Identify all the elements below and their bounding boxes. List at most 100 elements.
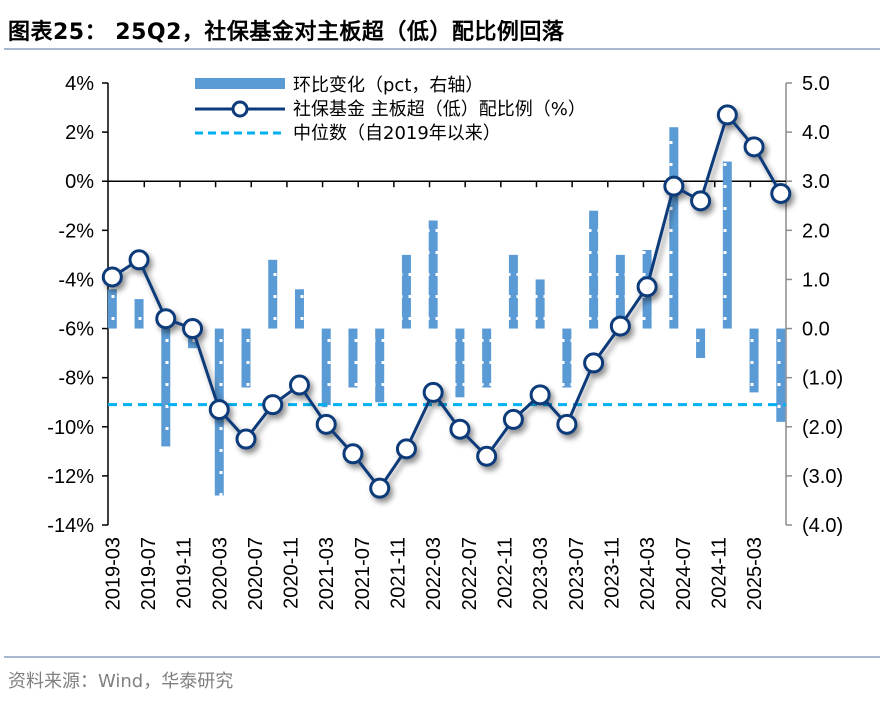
line-point xyxy=(529,384,551,406)
bar xyxy=(348,328,358,388)
line-point xyxy=(770,183,792,204)
line-point xyxy=(288,374,310,396)
right-axis-tick-label: 4.0 xyxy=(802,122,830,144)
right-axis-tick-label: 3.0 xyxy=(802,171,830,193)
bar xyxy=(107,289,117,329)
line-point xyxy=(235,428,257,450)
bar xyxy=(722,161,732,329)
bar xyxy=(669,127,679,329)
line-point xyxy=(556,413,578,435)
line-point xyxy=(342,443,364,465)
legend-bar-swatch xyxy=(195,78,285,89)
left-axis-tick-label: 0% xyxy=(65,171,94,193)
title-divider xyxy=(4,48,880,50)
line-point xyxy=(743,136,765,158)
line-point xyxy=(609,315,631,337)
footer-divider xyxy=(4,656,880,658)
line-point xyxy=(395,438,417,460)
left-axis-tick-label: -2% xyxy=(58,220,94,242)
chart-title: 图表25： 25Q2，社保基金对主板超（低）配比例回落 xyxy=(8,20,565,45)
right-axis-tick-label: (4.0) xyxy=(802,515,843,537)
line-point xyxy=(690,190,712,212)
left-axis-tick-label: 2% xyxy=(65,122,94,144)
right-axis-tick-label: (2.0) xyxy=(802,417,843,439)
legend-line-marker xyxy=(231,100,249,118)
right-axis-tick-label: 1.0 xyxy=(802,269,830,291)
left-axis-tick-label: -4% xyxy=(58,269,94,291)
left-axis-tick-label: -14% xyxy=(47,515,94,537)
line-point xyxy=(449,418,471,440)
bar xyxy=(589,210,599,329)
bar xyxy=(696,328,706,359)
bar xyxy=(508,254,518,329)
legend-label-line: 社保基金 主板超（低）配比例（%） xyxy=(293,99,586,120)
line-point xyxy=(422,381,444,403)
x-axis-tick-label: 2019-11 xyxy=(174,537,196,609)
bar-series xyxy=(107,127,786,496)
legend-label-bars: 环比变化（pct，右轴） xyxy=(293,75,483,96)
bar xyxy=(161,328,171,447)
line-point xyxy=(663,175,685,197)
bar xyxy=(562,328,572,388)
bar xyxy=(134,299,144,329)
x-axis-tick-label: 2021-07 xyxy=(352,537,374,610)
right-axis-tick-label: 0.0 xyxy=(802,319,830,341)
right-axis-tick-label: (3.0) xyxy=(802,466,843,488)
line-point xyxy=(128,249,150,271)
line-point xyxy=(502,408,524,430)
line-point xyxy=(476,445,498,467)
x-axis-tick-label: 2022-11 xyxy=(494,537,516,609)
line-point xyxy=(262,394,284,416)
bar xyxy=(294,289,304,329)
bar xyxy=(375,328,385,403)
x-axis-tick-label: 2022-03 xyxy=(423,537,445,610)
right-axis-tick-label: 5.0 xyxy=(802,73,830,95)
line-point xyxy=(369,477,391,499)
x-axis-tick-label: 2023-03 xyxy=(530,537,552,610)
line-point xyxy=(315,413,337,435)
x-axis-tick-label: 2022-07 xyxy=(459,537,481,610)
line-point xyxy=(583,352,605,374)
line-point xyxy=(155,308,177,330)
x-axis-tick-label: 2020-07 xyxy=(245,537,267,610)
bar xyxy=(455,328,465,398)
x-axis-tick-label: 2024-03 xyxy=(637,537,659,610)
right-axis-tick-label: (1.0) xyxy=(802,368,843,390)
x-axis-tick-label: 2019-03 xyxy=(102,537,124,610)
bar xyxy=(268,259,278,329)
line-point xyxy=(636,276,658,298)
right-axis-tick-label: 2.0 xyxy=(802,220,830,242)
x-axis-tick-label: 2021-03 xyxy=(316,537,338,610)
x-axis-tick-label: 2024-11 xyxy=(708,537,730,609)
x-axis-tick-label: 2024-07 xyxy=(673,537,695,610)
line-point xyxy=(208,399,230,421)
left-axis-tick-label: 4% xyxy=(65,73,94,95)
bar xyxy=(749,328,759,393)
x-axis-tick-label: 2019-07 xyxy=(138,537,160,610)
bar xyxy=(428,220,438,329)
bar xyxy=(482,328,492,388)
x-axis-tick-label: 2025-03 xyxy=(744,537,766,610)
bar xyxy=(535,279,545,329)
legend-label-median: 中位数（自2019年以来） xyxy=(293,123,501,144)
line-point xyxy=(182,318,204,340)
left-axis-tick-label: -6% xyxy=(58,319,94,341)
source-note: 资料来源：Wind，华泰研究 xyxy=(8,671,234,692)
x-axis-tick-label: 2021-11 xyxy=(388,537,410,609)
x-axis-tick-label: 2020-11 xyxy=(281,537,303,609)
bar xyxy=(241,328,251,388)
bar xyxy=(776,328,786,422)
x-axis-tick-label: 2020-03 xyxy=(209,537,231,610)
line-point xyxy=(716,104,738,126)
series-line xyxy=(111,113,783,490)
bar xyxy=(321,328,331,408)
line-series xyxy=(101,104,792,499)
x-axis-tick-label: 2023-11 xyxy=(601,537,623,609)
left-axis-tick-label: -10% xyxy=(47,417,94,439)
x-axis-tick-label: 2023-07 xyxy=(566,537,588,610)
bar xyxy=(615,254,625,329)
bar xyxy=(401,254,411,329)
legend: 环比变化（pct，右轴） 社保基金 主板超（低）配比例（%） 中位数（自2019… xyxy=(195,75,586,144)
left-axis-tick-label: -8% xyxy=(58,368,94,390)
